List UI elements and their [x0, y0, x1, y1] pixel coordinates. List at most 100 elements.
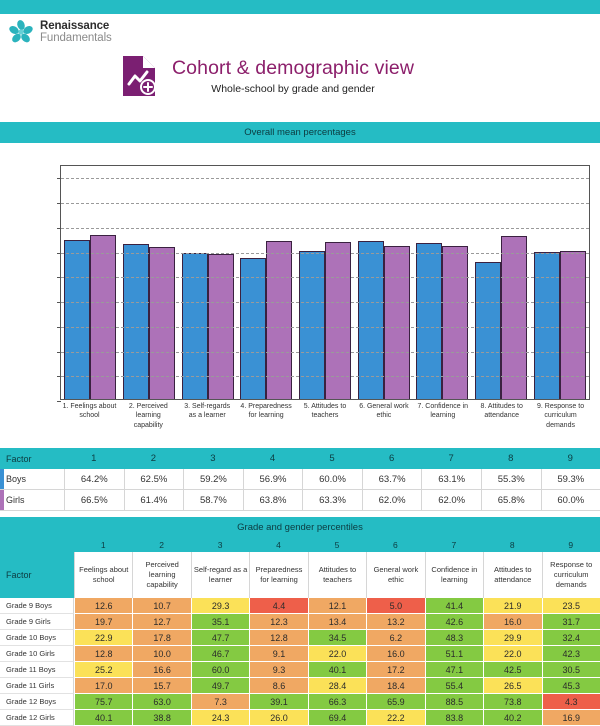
chart-x-tick-label: 8. Attitudes to attendance [472, 402, 531, 430]
factor-table-column-header: 4 [243, 448, 303, 469]
percentiles-row-label: Grade 11 Boys [0, 662, 74, 678]
percentiles-table-cell: 22.2 [366, 710, 424, 726]
percentiles-table-cell: 88.5 [425, 694, 483, 710]
percentiles-table-cell: 22.9 [74, 630, 132, 646]
percentiles-table-cell: 32.4 [542, 630, 600, 646]
percentiles-table-cell: 66.3 [308, 694, 366, 710]
chart-y-tick-mark [57, 253, 61, 254]
factor-table-cell: 59.3% [541, 469, 600, 490]
chart-x-tick-label: 6. General work ethic [354, 402, 413, 430]
chart-gridline [61, 277, 589, 278]
percentiles-column-header: Attitudes to attendance [483, 552, 541, 598]
percentiles-table-cell: 29.9 [483, 630, 541, 646]
percentiles-table-cell: 13.2 [366, 614, 424, 630]
percentiles-column-header: Attitudes to teachers [308, 552, 366, 598]
chart-x-tick-label: 1. Feelings about school [60, 402, 119, 430]
percentiles-column-number: 8 [483, 538, 541, 552]
report-title-block: Cohort & demographic view Whole-school b… [120, 54, 414, 98]
factor-table-cell: 60.0% [302, 469, 362, 490]
factor-table-cell: 62.5% [124, 469, 184, 490]
flower-logo-icon [8, 19, 34, 45]
percentiles-table-cell: 16.0 [483, 614, 541, 630]
factor-table-column-header: 3 [183, 448, 243, 469]
percentiles-table-cell: 29.3 [191, 598, 249, 614]
percentiles-table-cell: 28.4 [308, 678, 366, 694]
factor-table-cell: 63.1% [421, 469, 481, 490]
percentiles-table-cell: 65.9 [366, 694, 424, 710]
percentiles-row-label: Grade 9 Boys [0, 598, 74, 614]
percentiles-table-cell: 31.7 [542, 614, 600, 630]
factor-table-cell: 64.2% [64, 469, 124, 490]
brand-name-secondary: Fundamentals [40, 32, 112, 44]
chart-gridline [61, 302, 589, 303]
percentiles-table-cell: 63.0 [132, 694, 190, 710]
factor-table-column-header: 2 [124, 448, 184, 469]
percentiles-table-cell: 25.2 [74, 662, 132, 678]
chart-plot-area [60, 165, 590, 400]
percentiles-table-cell: 9.3 [249, 662, 307, 678]
percentiles-table-cell: 48.3 [425, 630, 483, 646]
chart-y-tick-mark [57, 228, 61, 229]
page-title: Cohort & demographic view [172, 57, 414, 80]
chart-y-tick-mark [57, 277, 61, 278]
percentiles-section-banner: Grade and gender percentiles [0, 517, 600, 538]
chart-x-tick-label: 5. Attitudes to teachers [296, 402, 355, 430]
factor-table-cell: 66.5% [64, 490, 124, 511]
percentiles-column-header: General work ethic [366, 552, 424, 598]
percentiles-table-cell: 26.5 [483, 678, 541, 694]
percentiles-column-header: Perceived learning capability [132, 552, 190, 598]
chart-bar-girls [501, 236, 527, 399]
factor-table-cell: 56.9% [243, 469, 303, 490]
factor-table-cell: 58.7% [183, 490, 243, 511]
factor-table-cell: 65.8% [481, 490, 541, 511]
percentiles-table-cell: 6.2 [366, 630, 424, 646]
chart-x-tick-label: 3. Self-regards as a learner [178, 402, 237, 430]
row-accent-bar [0, 490, 4, 510]
percentiles-table-cell: 83.8 [425, 710, 483, 726]
factor-table-row-label: Girls [0, 490, 64, 511]
percentiles-column-header: Confidence in learning [425, 552, 483, 598]
percentiles-table-cell: 60.0 [191, 662, 249, 678]
percentiles-table-cell: 51.1 [425, 646, 483, 662]
percentiles-table-cell: 4.4 [249, 598, 307, 614]
percentiles-row-label: Grade 12 Boys [0, 694, 74, 710]
factor-table-column-header: 6 [362, 448, 422, 469]
factor-table-row-label: Boys [0, 469, 64, 490]
percentiles-table-cell: 22.0 [308, 646, 366, 662]
chart-gridline [61, 352, 589, 353]
percentiles-column-header: Feelings about school [74, 552, 132, 598]
factor-table-column-header: 8 [481, 448, 541, 469]
chart-bar-group [61, 166, 120, 399]
percentiles-table-cell: 40.1 [308, 662, 366, 678]
percentiles-table-cell: 69.4 [308, 710, 366, 726]
percentiles-table-cell: 16.6 [132, 662, 190, 678]
chart-gridline [61, 327, 589, 328]
percentiles-table-cell: 19.7 [74, 614, 132, 630]
percentiles-table-cell: 21.9 [483, 598, 541, 614]
percentiles-number-row-spacer [0, 538, 74, 552]
chart-x-tick-label: 2. Perceived learning capability [119, 402, 178, 430]
factor-table-column-header: 9 [541, 448, 600, 469]
percentiles-table-cell: 42.5 [483, 662, 541, 678]
row-accent-bar [0, 469, 4, 489]
factor-table-cell: 62.0% [362, 490, 422, 511]
percentiles-column-number: 1 [74, 538, 132, 552]
page-subtitle: Whole-school by grade and gender [172, 83, 414, 95]
percentiles-table-cell: 34.5 [308, 630, 366, 646]
chart-bar-girls [90, 235, 116, 400]
factor-table-column-header: 5 [302, 448, 362, 469]
percentiles-table-cell: 45.3 [542, 678, 600, 694]
percentiles-table-cell: 24.3 [191, 710, 249, 726]
chart-bar-group [296, 166, 355, 399]
factor-table-cell: 63.8% [243, 490, 303, 511]
percentiles-table-cell: 17.2 [366, 662, 424, 678]
percentiles-table-cell: 42.6 [425, 614, 483, 630]
chart-y-tick-mark [57, 302, 61, 303]
